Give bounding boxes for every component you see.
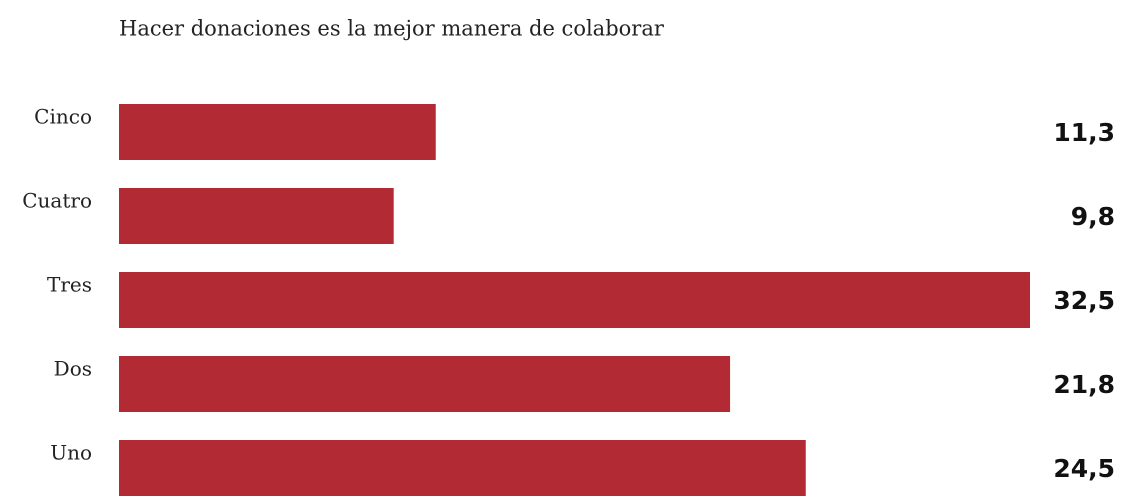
chart-title: Hacer donaciones es la mejor manera de c… bbox=[119, 17, 665, 41]
category-label: Uno bbox=[50, 441, 92, 465]
bar bbox=[119, 272, 1030, 328]
value-label: 21,8 bbox=[1053, 370, 1115, 399]
category-label: Cuatro bbox=[22, 189, 92, 213]
bar bbox=[119, 356, 731, 412]
value-label: 24,5 bbox=[1053, 454, 1115, 483]
value-label: 32,5 bbox=[1053, 286, 1115, 315]
bar bbox=[119, 188, 394, 244]
bar bbox=[119, 104, 436, 160]
category-label: Cinco bbox=[34, 105, 92, 129]
bar bbox=[119, 440, 806, 496]
category-label: Tres bbox=[47, 273, 92, 297]
value-label: 9,8 bbox=[1071, 202, 1115, 231]
category-label: Dos bbox=[54, 357, 92, 381]
value-label: 11,3 bbox=[1053, 118, 1115, 147]
